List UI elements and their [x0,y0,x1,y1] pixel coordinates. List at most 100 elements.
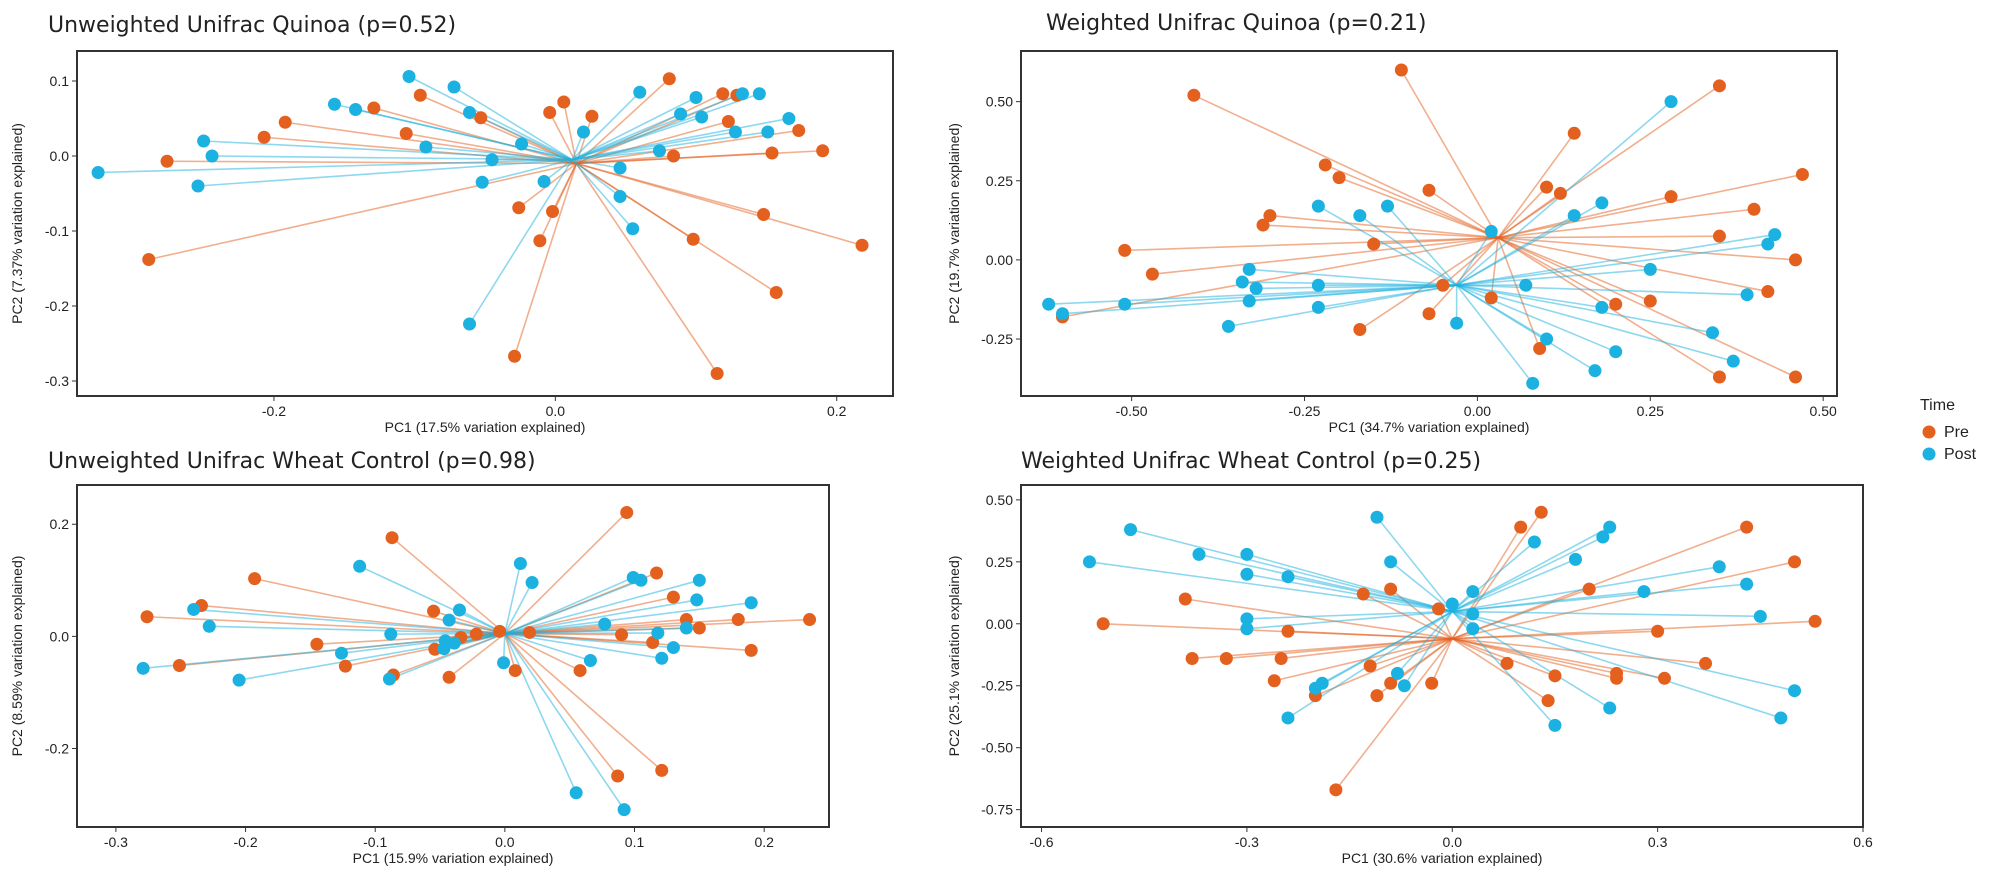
spider-line-pre [576,149,823,165]
point-post [447,636,461,650]
legend-label-pre: Pre [1944,424,1969,441]
point-pre [557,95,571,109]
point-post [419,140,433,154]
spider-line-pre [576,129,799,165]
point-post [447,80,461,94]
point-pre [1664,190,1678,204]
y-tick-label: 0.50 [986,492,1013,508]
point-pre [1367,237,1381,251]
point-pre [172,659,186,673]
spider-line-post [1359,214,1458,286]
point-post [1450,316,1464,330]
point-pre [1740,520,1754,534]
point-post [689,91,703,104]
y-tick-label: -0.2 [45,298,69,314]
x-tick-label: -0.3 [1235,834,1259,850]
spider-line-pre [1442,237,1499,286]
point-post [1567,209,1581,223]
x-tick-label: 0.0 [1443,834,1463,850]
spider-line-post [1246,553,1453,613]
spider-line-pre [1451,637,1556,677]
point-pre [140,610,154,624]
point-post [1740,288,1754,302]
point-post [437,642,451,656]
point-pre [1808,614,1822,628]
spider-line-pre [1498,236,1796,261]
spider-line-post [504,633,577,794]
legend-label-post: Post [1944,446,1977,463]
point-post [690,593,704,607]
spider-line-post [1246,610,1453,620]
point-post [1466,607,1480,621]
spider-line-pre [1451,637,1508,665]
point-pre [1422,183,1436,197]
point-pre [1353,323,1367,337]
point-pre [1789,253,1803,267]
point-post [537,175,551,188]
point-post [1240,567,1254,581]
plot-panel: -0.6 -0.3 0.0 0.3 0.6 0.50 0.25 0.00 -0.25 -0.50 -… [946,484,1873,866]
point-pre [611,769,625,783]
point-pre [1363,659,1377,673]
point-post [782,112,796,125]
x-tick-label: -0.6 [1029,834,1053,850]
point-post [1381,199,1395,213]
spider-line-post [1287,575,1453,613]
spider-line-post [571,159,634,230]
point-pre [1384,582,1398,596]
spider-line-pre [1226,637,1453,660]
point-post [1526,376,1540,390]
x-tick-label: 0.3 [1648,834,1668,850]
point-pre [1329,783,1343,797]
spider-line-post [1452,610,1761,618]
y-tick-label: -0.3 [45,373,69,389]
point-pre [469,627,483,641]
point-pre [1267,674,1281,688]
point-pre [1484,291,1498,305]
point-post [1311,199,1325,213]
point-post [1311,278,1325,292]
x-tick-label: 0.0 [546,403,566,419]
point-post [353,559,367,573]
spider-line-pre [1498,208,1755,239]
point-pre [1256,218,1270,232]
spider-line-pre [167,160,577,165]
point-pre [546,205,560,218]
spider-line-post [1456,268,1651,287]
point-post [1311,300,1325,314]
spider-line-post [504,601,752,635]
point-post [692,573,706,587]
point-pre [1187,88,1201,102]
x-tick-label: 0.50 [1810,403,1837,419]
y-axis-label: PC2 (8.59% variation explained) [9,556,25,757]
point-post [633,85,647,99]
point-pre [1178,592,1192,606]
point-pre [650,566,664,580]
spider-line-pre [575,163,718,374]
point-pre [1788,555,1802,569]
point-post [513,556,527,570]
spider-line-pre [254,577,506,635]
spider-line-post [1396,610,1453,674]
point-pre [1118,243,1132,257]
point-post [652,144,666,158]
point-post [384,627,398,641]
point-pre [257,130,271,144]
point-post [1240,622,1254,636]
spider-line-pre [391,537,506,635]
legend-title: Time [1920,397,1955,414]
point-pre [1541,694,1555,708]
point-pre [716,87,730,101]
y-tick-label: -0.25 [981,678,1013,694]
x-tick-label: -0.1 [363,834,387,850]
spider-line-pre [1497,236,1769,293]
plot-panel: -0.2 0.0 0.2 0.1 0.0 -0.1 -0.2 -0.3 PC1 (17.5% v… [9,50,894,435]
point-pre [385,531,399,545]
point-pre [1281,624,1295,638]
spider-line-post [1317,205,1458,286]
spider-line-post [1130,528,1453,613]
point-post [1281,570,1295,584]
spider-line-pre [504,632,663,771]
point-post [1235,275,1249,289]
spider-line-post [203,140,573,161]
